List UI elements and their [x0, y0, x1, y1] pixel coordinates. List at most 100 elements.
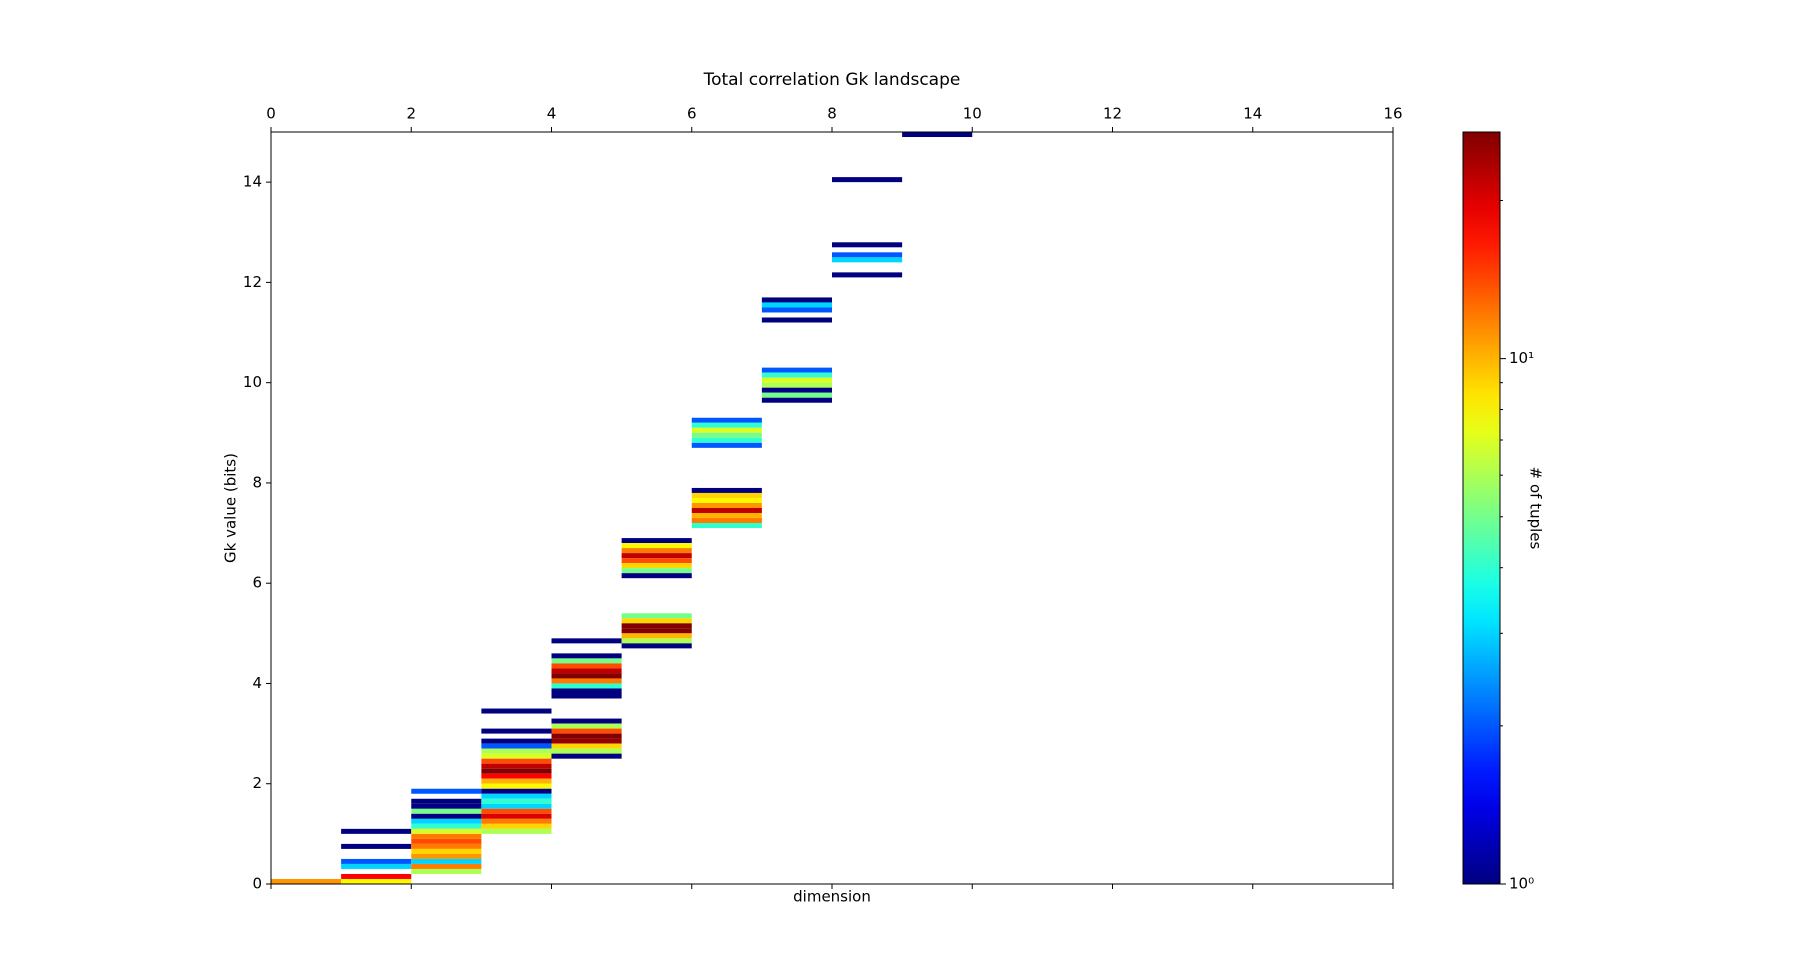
heatmap-cell	[621, 623, 692, 629]
heatmap-cell	[832, 272, 903, 278]
colorbar-tick-label: 10¹	[1509, 349, 1534, 367]
heatmap-cell	[411, 868, 482, 874]
heatmap-cell	[411, 863, 482, 869]
heatmap-cell	[551, 743, 622, 749]
heatmap-cell	[411, 788, 482, 794]
heatmap-cell	[621, 558, 692, 564]
heatmap-cell	[481, 808, 552, 814]
heatmap-cell	[761, 317, 832, 323]
y-tick-label: 12	[243, 273, 262, 291]
x-axis-label: dimension	[793, 888, 871, 906]
heatmap-cell	[691, 422, 762, 428]
colorbar-tick-label: 10⁰	[1509, 875, 1534, 893]
heatmap-cell	[481, 803, 552, 809]
heatmap-cell	[621, 563, 692, 569]
heatmap-cell	[411, 833, 482, 839]
heatmap-cell	[832, 257, 903, 263]
colorbar-label: # of tuples	[1527, 467, 1545, 550]
heatmap-cell	[551, 668, 622, 674]
heatmap-cell	[341, 858, 412, 864]
heatmap-cell	[691, 417, 762, 423]
heatmap-cell	[691, 518, 762, 524]
heatmap-cell	[761, 392, 832, 398]
heatmap-cell	[761, 307, 832, 313]
heatmap-cell	[551, 723, 622, 729]
heatmap-cell	[551, 658, 622, 664]
heatmap-cell	[551, 678, 622, 684]
heatmap-cell	[481, 728, 552, 734]
x-tick-label: 4	[547, 105, 557, 123]
x-tick-label: 12	[1103, 105, 1122, 123]
heatmap-cell	[341, 873, 412, 879]
heatmap-cell	[551, 718, 622, 724]
heatmap-cell	[761, 367, 832, 373]
heatmap-cell	[481, 743, 552, 749]
heatmap-cell	[481, 783, 552, 789]
heatmap-cell	[832, 242, 903, 248]
heatmap-cell	[411, 828, 482, 834]
heatmap-cell	[551, 638, 622, 644]
heatmap-cell	[551, 753, 622, 759]
heatmap-cell	[551, 733, 622, 739]
heatmap-cell	[621, 548, 692, 554]
heatmap-cell	[621, 638, 692, 644]
heatmap-cell	[761, 297, 832, 303]
heatmap-cell	[761, 387, 832, 393]
colorbar	[1462, 131, 1501, 885]
y-tick-label: 10	[243, 373, 262, 391]
heatmap-cell	[481, 813, 552, 819]
heatmap-cell	[341, 863, 412, 869]
heatmap-cell	[551, 653, 622, 659]
y-tick-label: 4	[252, 674, 262, 692]
heatmap-cell	[411, 848, 482, 854]
heatmap-cell	[551, 683, 622, 689]
heatmap-cell	[481, 818, 552, 824]
heatmap-cell	[551, 688, 622, 694]
x-tick-label: 8	[827, 105, 837, 123]
heatmap-cell	[691, 427, 762, 433]
heatmap-cell	[411, 843, 482, 849]
heatmap-cell	[902, 132, 973, 138]
heatmap-cell	[691, 442, 762, 448]
heatmap-cell	[481, 708, 552, 714]
y-tick-label: 6	[252, 574, 262, 592]
heatmap-cell	[621, 628, 692, 634]
heatmap-cell	[621, 613, 692, 619]
heatmap-cell	[411, 803, 482, 809]
heatmap-cell	[481, 763, 552, 769]
heatmap-cell	[691, 432, 762, 438]
heatmap-cell	[761, 372, 832, 378]
x-tick-label: 6	[687, 105, 697, 123]
heatmap-cell	[621, 538, 692, 544]
heatmap-cell	[621, 633, 692, 639]
heatmap-cell	[481, 788, 552, 794]
heatmap-cell	[481, 778, 552, 784]
heatmap-cell	[691, 492, 762, 498]
x-tick-label: 14	[1243, 105, 1262, 123]
y-tick-label: 0	[252, 875, 262, 893]
x-tick-label: 16	[1383, 105, 1402, 123]
heatmap-cell	[481, 753, 552, 759]
heatmap-cell	[761, 397, 832, 403]
heatmap-cell	[411, 813, 482, 819]
heatmap-cell	[832, 252, 903, 258]
heatmap-cell	[481, 823, 552, 829]
heatmap-cell	[481, 798, 552, 804]
heatmap-cell	[411, 818, 482, 824]
heatmap-cell	[481, 768, 552, 774]
heatmap-cell	[551, 738, 622, 744]
heatmap-cell	[691, 487, 762, 493]
heatmap-cell	[691, 523, 762, 529]
heatmap-cell	[551, 663, 622, 669]
heatmap-cell	[411, 823, 482, 829]
heatmap-cell	[481, 828, 552, 834]
heatmap-cell	[621, 568, 692, 574]
heatmap-cell	[621, 573, 692, 579]
heatmap-cell	[621, 553, 692, 559]
heatmap-cell	[341, 828, 412, 834]
x-tick-label: 2	[406, 105, 416, 123]
x-tick-label: 10	[963, 105, 982, 123]
heatmap-cell	[481, 793, 552, 799]
heatmap-cell	[551, 728, 622, 734]
